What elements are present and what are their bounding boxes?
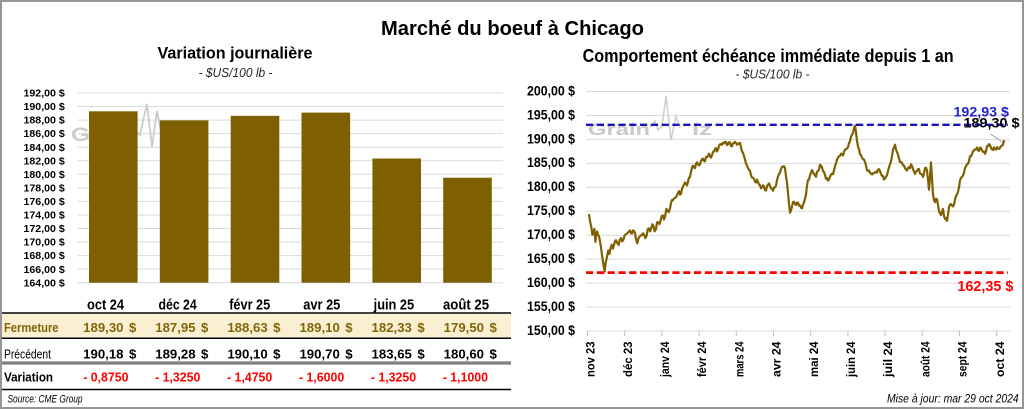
svg-text:188,63: 188,63 <box>227 320 267 335</box>
svg-text:186,00 $: 186,00 $ <box>24 129 66 140</box>
svg-text:sept 24: sept 24 <box>956 341 970 377</box>
svg-text:182,33: 182,33 <box>372 320 412 335</box>
svg-text:184,00 $: 184,00 $ <box>24 143 66 154</box>
svg-text:mars 24: mars 24 <box>732 341 746 377</box>
svg-text:162,35 $: 162,35 $ <box>957 278 1014 295</box>
svg-text:- 1,3250: - 1,3250 <box>371 369 416 384</box>
svg-text:190,00 $: 190,00 $ <box>24 102 66 113</box>
svg-text:$: $ <box>489 347 497 362</box>
svg-text:190,10: 190,10 <box>227 347 267 362</box>
svg-text:190,00 $: 190,00 $ <box>527 131 575 146</box>
svg-text:Variation: Variation <box>4 369 53 384</box>
svg-text:189,30: 189,30 <box>83 320 123 335</box>
svg-text:189,30 $: 189,30 $ <box>964 116 1021 131</box>
svg-text:200,00 $: 200,00 $ <box>527 83 575 98</box>
svg-text:192,93 $: 192,93 $ <box>954 104 1010 119</box>
svg-text:190,70: 190,70 <box>299 347 339 362</box>
svg-text:- 1,4750: - 1,4750 <box>227 369 272 384</box>
svg-text:iz: iz <box>692 120 712 139</box>
svg-text:166,00 $: 166,00 $ <box>24 265 66 276</box>
svg-text:- 1,3250: - 1,3250 <box>155 369 200 384</box>
svg-text:180,00 $: 180,00 $ <box>527 179 575 194</box>
svg-text:182,00 $: 182,00 $ <box>24 156 66 167</box>
svg-text:170,00 $: 170,00 $ <box>24 238 66 249</box>
svg-text:195,00 $: 195,00 $ <box>527 107 575 122</box>
svg-text:févr 25: févr 25 <box>229 296 270 313</box>
svg-text:$: $ <box>273 347 281 362</box>
svg-text:mai 24: mai 24 <box>807 341 821 377</box>
svg-text:nov 23: nov 23 <box>584 341 598 377</box>
svg-text:192,00 $: 192,00 $ <box>24 89 66 100</box>
svg-text:oct 24: oct 24 <box>993 341 1007 377</box>
svg-text:$: $ <box>345 320 353 335</box>
svg-text:Comportement échéance immédiat: Comportement échéance immédiate depuis 1… <box>583 46 954 66</box>
svg-text:- $US/100 lb -: - $US/100 lb - <box>199 66 273 80</box>
svg-text:190,18: 190,18 <box>83 347 123 362</box>
svg-text:$: $ <box>417 347 425 362</box>
svg-text:176,00 $: 176,00 $ <box>24 197 66 208</box>
svg-text:172,00 $: 172,00 $ <box>24 224 66 235</box>
svg-text:150,00 $: 150,00 $ <box>527 323 575 338</box>
svg-text:juin 25: juin 25 <box>373 296 414 313</box>
svg-text:Fermeture: Fermeture <box>4 320 59 335</box>
svg-text:- 1,1000: - 1,1000 <box>443 369 488 384</box>
svg-text:juil 24: juil 24 <box>881 341 895 378</box>
svg-text:déc 23: déc 23 <box>621 341 635 377</box>
svg-text:$: $ <box>201 320 209 335</box>
svg-text:Mise à jour: mar 29 oct 2024: Mise à jour: mar 29 oct 2024 <box>887 394 1019 406</box>
svg-text:Source: CME Group: Source: CME Group <box>8 393 83 405</box>
svg-text:185,00 $: 185,00 $ <box>527 155 575 170</box>
svg-text:188,00 $: 188,00 $ <box>24 116 66 127</box>
svg-text:avr 24: avr 24 <box>770 341 784 377</box>
svg-text:170,00 $: 170,00 $ <box>527 227 575 242</box>
svg-text:165,00 $: 165,00 $ <box>527 251 575 266</box>
svg-text:189,10: 189,10 <box>299 320 339 335</box>
svg-text:août 25: août 25 <box>443 296 489 313</box>
svg-text:$: $ <box>489 320 497 335</box>
svg-text:$: $ <box>201 347 209 362</box>
svg-text:180,60: 180,60 <box>444 347 484 362</box>
svg-text:189,28: 189,28 <box>155 347 195 362</box>
svg-text:janv 24: janv 24 <box>658 341 672 378</box>
svg-text:$: $ <box>345 347 353 362</box>
svg-text:164,00 $: 164,00 $ <box>24 278 66 289</box>
svg-text:180,00 $: 180,00 $ <box>24 170 66 181</box>
svg-text:$: $ <box>129 320 137 335</box>
svg-text:- 1,6000: - 1,6000 <box>299 369 344 384</box>
svg-text:- 0,8750: - 0,8750 <box>83 369 128 384</box>
svg-text:Précédent: Précédent <box>4 347 51 362</box>
svg-text:160,00 $: 160,00 $ <box>527 275 575 290</box>
svg-text:$: $ <box>417 320 425 335</box>
svg-text:Grain: Grain <box>588 120 650 139</box>
svg-text:avr 25: avr 25 <box>303 296 340 313</box>
svg-text:168,00 $: 168,00 $ <box>24 251 66 262</box>
svg-text:179,50: 179,50 <box>444 320 484 335</box>
svg-text:Marché du boeuf à Chicago: Marché du boeuf à Chicago <box>381 18 644 40</box>
svg-text:$: $ <box>273 320 281 335</box>
svg-text:175,00 $: 175,00 $ <box>527 203 575 218</box>
svg-text:$: $ <box>129 347 137 362</box>
svg-text:août 24: août 24 <box>918 341 932 377</box>
svg-text:juin 24: juin 24 <box>844 341 858 378</box>
svg-text:178,00 $: 178,00 $ <box>24 184 66 195</box>
svg-text:déc 24: déc 24 <box>159 296 198 313</box>
svg-text:- $US/100 lb -: - $US/100 lb - <box>736 68 810 82</box>
svg-text:183,65: 183,65 <box>372 347 412 362</box>
svg-text:174,00 $: 174,00 $ <box>24 211 66 222</box>
svg-text:oct 24: oct 24 <box>87 296 125 313</box>
svg-text:187,95: 187,95 <box>155 320 195 335</box>
svg-text:155,00 $: 155,00 $ <box>527 299 575 314</box>
svg-text:Variation journalière: Variation journalière <box>158 44 313 63</box>
svg-text:févr 24: févr 24 <box>695 341 709 377</box>
